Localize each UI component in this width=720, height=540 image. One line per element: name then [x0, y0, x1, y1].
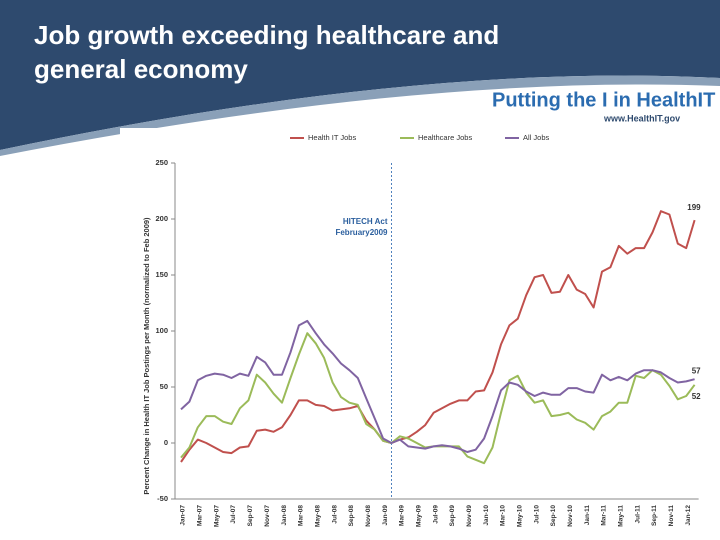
data-label: 199	[687, 203, 701, 212]
x-tick-label: Jul-10	[533, 505, 540, 524]
data-label: 52	[692, 392, 701, 401]
x-tick-label: Nov-09	[466, 505, 473, 527]
x-tick-label: Jan-07	[180, 505, 187, 526]
data-label: 57	[692, 366, 701, 375]
x-tick-label: Mar-08	[298, 505, 305, 526]
series-line	[180, 319, 695, 453]
y-tick-label: 250	[155, 158, 168, 167]
x-tick-label: Mar-10	[500, 505, 507, 526]
x-tick-label: Jan-12	[685, 505, 692, 526]
y-tick-label: 150	[155, 270, 168, 279]
y-tick-label: 100	[155, 326, 168, 335]
annotation: February2009	[335, 228, 388, 237]
x-tick-label: Mar-07	[197, 505, 204, 526]
y-axis-label: Percent Change in Health IT Job Postings…	[142, 217, 151, 495]
series-line	[180, 210, 696, 463]
header-banner	[0, 0, 720, 150]
slide-title: Job growth exceeding healthcare and gene…	[34, 20, 500, 84]
legend-label: Health IT Jobs	[308, 133, 356, 142]
x-tick-label: Nov-07	[264, 505, 271, 527]
logo-url: www.HealthIT.gov	[603, 113, 680, 123]
x-tick-label: Mar-11	[601, 505, 608, 526]
x-tick-label: May-09	[415, 505, 422, 527]
annotation: HITECH Act	[343, 217, 388, 226]
y-tick-label: 50	[160, 382, 168, 391]
x-tick-label: Jul-11	[634, 505, 641, 524]
x-tick-label: May-08	[314, 505, 321, 527]
x-tick-label: Mar-09	[399, 505, 406, 526]
x-tick-label: Jul-09	[432, 505, 439, 524]
x-tick-label: Sep-09	[449, 505, 456, 527]
x-tick-label: Sep-07	[247, 505, 254, 527]
x-tick-label: May-11	[618, 505, 625, 527]
x-tick-label: Jul-08	[331, 505, 338, 524]
y-tick-label: 200	[155, 214, 168, 223]
x-tick-label: Sep-11	[651, 505, 658, 526]
x-tick-label: Jan-09	[382, 505, 389, 526]
x-tick-label: Sep-08	[348, 505, 355, 527]
y-tick-label: -50	[157, 494, 168, 503]
x-tick-label: Nov-08	[365, 505, 372, 527]
header-swoosh	[0, 75, 720, 156]
x-tick-label: Jan-10	[483, 505, 490, 526]
x-tick-label: Nov-10	[567, 505, 574, 527]
logo: Putting the I in HealthIT	[492, 89, 715, 111]
y-tick-label: 0	[164, 438, 168, 447]
legend-label: Healthcare Jobs	[418, 133, 472, 142]
x-tick-label: Jul-07	[230, 505, 237, 524]
x-tick-label: Jan-11	[584, 505, 591, 526]
chart-panel	[120, 128, 720, 540]
x-tick-label: May-10	[517, 505, 524, 527]
x-tick-label: Sep-10	[550, 505, 557, 527]
x-tick-label: Nov-11	[668, 505, 675, 527]
legend-label: All Jobs	[523, 133, 550, 142]
x-tick-label: May-07	[213, 505, 220, 527]
x-tick-label: Jan-08	[281, 505, 288, 526]
